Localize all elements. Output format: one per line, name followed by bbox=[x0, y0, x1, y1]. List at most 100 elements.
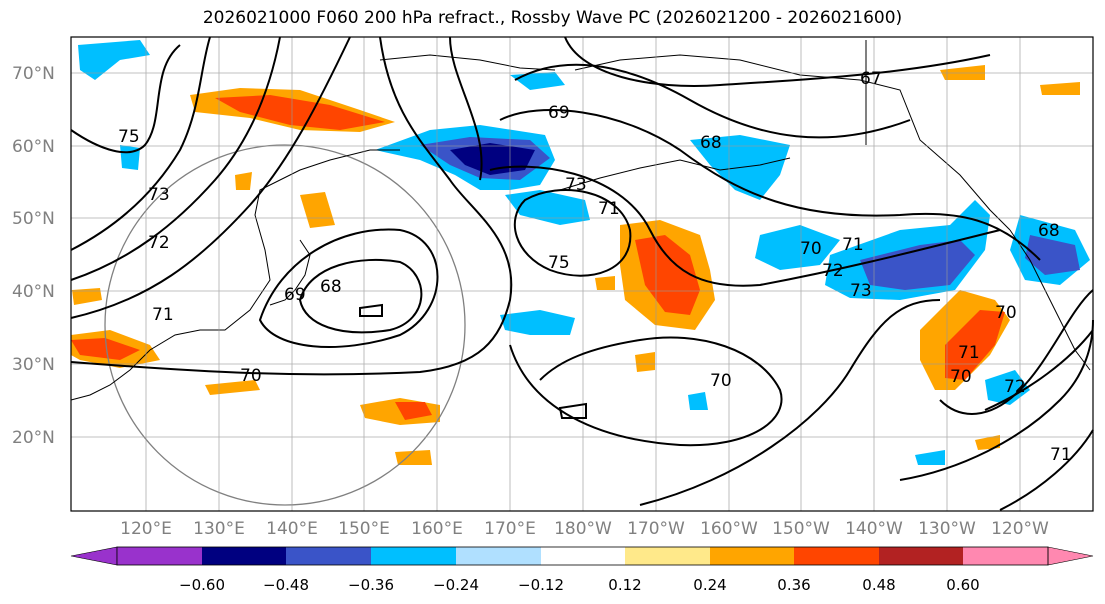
contour-label: 68 bbox=[320, 277, 342, 297]
colorbar-segment bbox=[879, 547, 963, 565]
lon-label: 150°E bbox=[338, 519, 390, 539]
contour-line bbox=[489, 165, 1001, 287]
lat-label: 70°N bbox=[12, 64, 55, 84]
lat-label: 60°N bbox=[12, 137, 55, 157]
negative-anomaly-blob bbox=[1025, 235, 1080, 275]
contour-line bbox=[514, 63, 911, 139]
contour-label: 70 bbox=[995, 303, 1017, 323]
range-ring bbox=[104, 144, 466, 506]
positive-anomaly-blob bbox=[945, 310, 1005, 380]
lon-label: 170°W bbox=[627, 519, 685, 539]
contour-label: 70 bbox=[950, 367, 972, 387]
lon-label: 150°W bbox=[772, 519, 830, 539]
negative-anomaly-blob bbox=[755, 225, 840, 270]
contour-label: 70 bbox=[710, 371, 732, 391]
contour-label: 71 bbox=[958, 343, 980, 363]
contour-line bbox=[499, 109, 1041, 261]
lat-label: 50°N bbox=[12, 209, 55, 229]
colorbar-tick-label: 0.60 bbox=[946, 576, 979, 594]
contour-line bbox=[258, 228, 439, 348]
contour-label: 73 bbox=[148, 185, 170, 205]
lon-label: 130°E bbox=[193, 519, 245, 539]
positive-anomaly-blob bbox=[635, 235, 700, 315]
lon-label: 170°E bbox=[484, 519, 536, 539]
contour-line bbox=[984, 329, 1094, 411]
lon-label: 160°E bbox=[411, 519, 463, 539]
contour-line bbox=[564, 36, 991, 87]
colorbar-tick-label: −0.60 bbox=[179, 576, 225, 594]
contour-label: 71 bbox=[842, 235, 864, 255]
contour-line bbox=[359, 303, 383, 317]
coastline-aleutians bbox=[559, 157, 791, 191]
contour-line bbox=[70, 44, 181, 154]
contour-line bbox=[449, 36, 483, 181]
colorbar-segment bbox=[371, 547, 456, 565]
colorbar-segment bbox=[710, 547, 794, 565]
coastline-russia-north bbox=[379, 54, 556, 71]
colorbar-tick-label: −0.48 bbox=[263, 576, 309, 594]
contour-label: 67 bbox=[860, 69, 882, 89]
positive-anomaly-blob bbox=[975, 435, 1000, 450]
contour-line bbox=[70, 36, 281, 281]
positive-anomaly-blob bbox=[595, 276, 615, 290]
negative-anomaly-blob bbox=[860, 240, 975, 290]
contour-label: 69 bbox=[548, 103, 570, 123]
colorbar-segment bbox=[117, 547, 202, 565]
contour-label: 71 bbox=[598, 199, 620, 219]
positive-anomaly-blob bbox=[1040, 82, 1080, 95]
coastline-alaska bbox=[574, 54, 1011, 231]
positive-anomaly-blob bbox=[215, 95, 385, 130]
coastline-asia bbox=[70, 149, 400, 401]
colorbar-tick-label: 0.48 bbox=[862, 576, 895, 594]
contour-line bbox=[513, 189, 632, 277]
colorbar-segment bbox=[286, 547, 371, 565]
positive-anomaly-blob bbox=[235, 172, 252, 190]
coastlines bbox=[70, 40, 1091, 401]
coastline-north-america bbox=[1009, 229, 1091, 371]
lat-label: 30°N bbox=[12, 355, 55, 375]
contour-line bbox=[70, 36, 513, 376]
contour-label: 75 bbox=[548, 253, 570, 273]
lon-label: 160°W bbox=[700, 519, 758, 539]
positive-anomaly-blob bbox=[940, 65, 985, 80]
contour-label: 68 bbox=[700, 133, 722, 153]
lon-label: 120°E bbox=[120, 519, 172, 539]
contour-line bbox=[899, 319, 1094, 481]
contour-label: 72 bbox=[1004, 377, 1026, 397]
colorbar-tick-label: 0.24 bbox=[693, 576, 726, 594]
negative-anomaly-blob bbox=[688, 392, 708, 410]
colorbar-tick-label: −0.12 bbox=[518, 576, 564, 594]
contour-labels: 67 68 69 75 73 72 71 70 69 68 75 73 71 7… bbox=[118, 69, 1072, 465]
colorbar-segment bbox=[456, 547, 541, 565]
colorbar-tick-label: 0.36 bbox=[777, 576, 810, 594]
contour-line bbox=[70, 36, 351, 319]
positive-anomaly-blob bbox=[300, 192, 335, 228]
contour-label: 69 bbox=[284, 285, 306, 305]
coastline-japan bbox=[269, 239, 311, 306]
colorbar-tick-label: 0.12 bbox=[608, 576, 641, 594]
contour-label: 70 bbox=[240, 366, 262, 386]
colorbar-tick-label: −0.36 bbox=[348, 576, 394, 594]
contour-line bbox=[298, 258, 423, 334]
map-frame bbox=[70, 36, 1094, 512]
contour-label: 72 bbox=[148, 233, 170, 253]
contour-line bbox=[939, 289, 1094, 415]
colorbar-tick-label: −0.24 bbox=[433, 576, 479, 594]
contour-line bbox=[558, 402, 587, 419]
contour-line bbox=[639, 299, 941, 506]
contour-label: 70 bbox=[800, 239, 822, 259]
colorbar-segment bbox=[541, 547, 625, 565]
colorbar-segment bbox=[794, 547, 879, 565]
contour-label: 68 bbox=[1038, 221, 1060, 241]
refractive-index-contours bbox=[70, 36, 1094, 511]
contour-line bbox=[509, 336, 783, 447]
lon-label: 140°W bbox=[845, 519, 903, 539]
negative-anomaly-blob bbox=[500, 310, 575, 335]
contour-line bbox=[999, 429, 1094, 511]
colorbar-segment bbox=[202, 547, 286, 565]
positive-anomaly-blob bbox=[395, 402, 432, 420]
lat-label: 40°N bbox=[12, 282, 55, 302]
positive-anomaly-blob bbox=[635, 352, 655, 372]
longitude-labels: 120°E 130°E 140°E 150°E 160°E 170°E 180°… bbox=[120, 519, 1049, 539]
contour-label: 73 bbox=[565, 175, 587, 195]
